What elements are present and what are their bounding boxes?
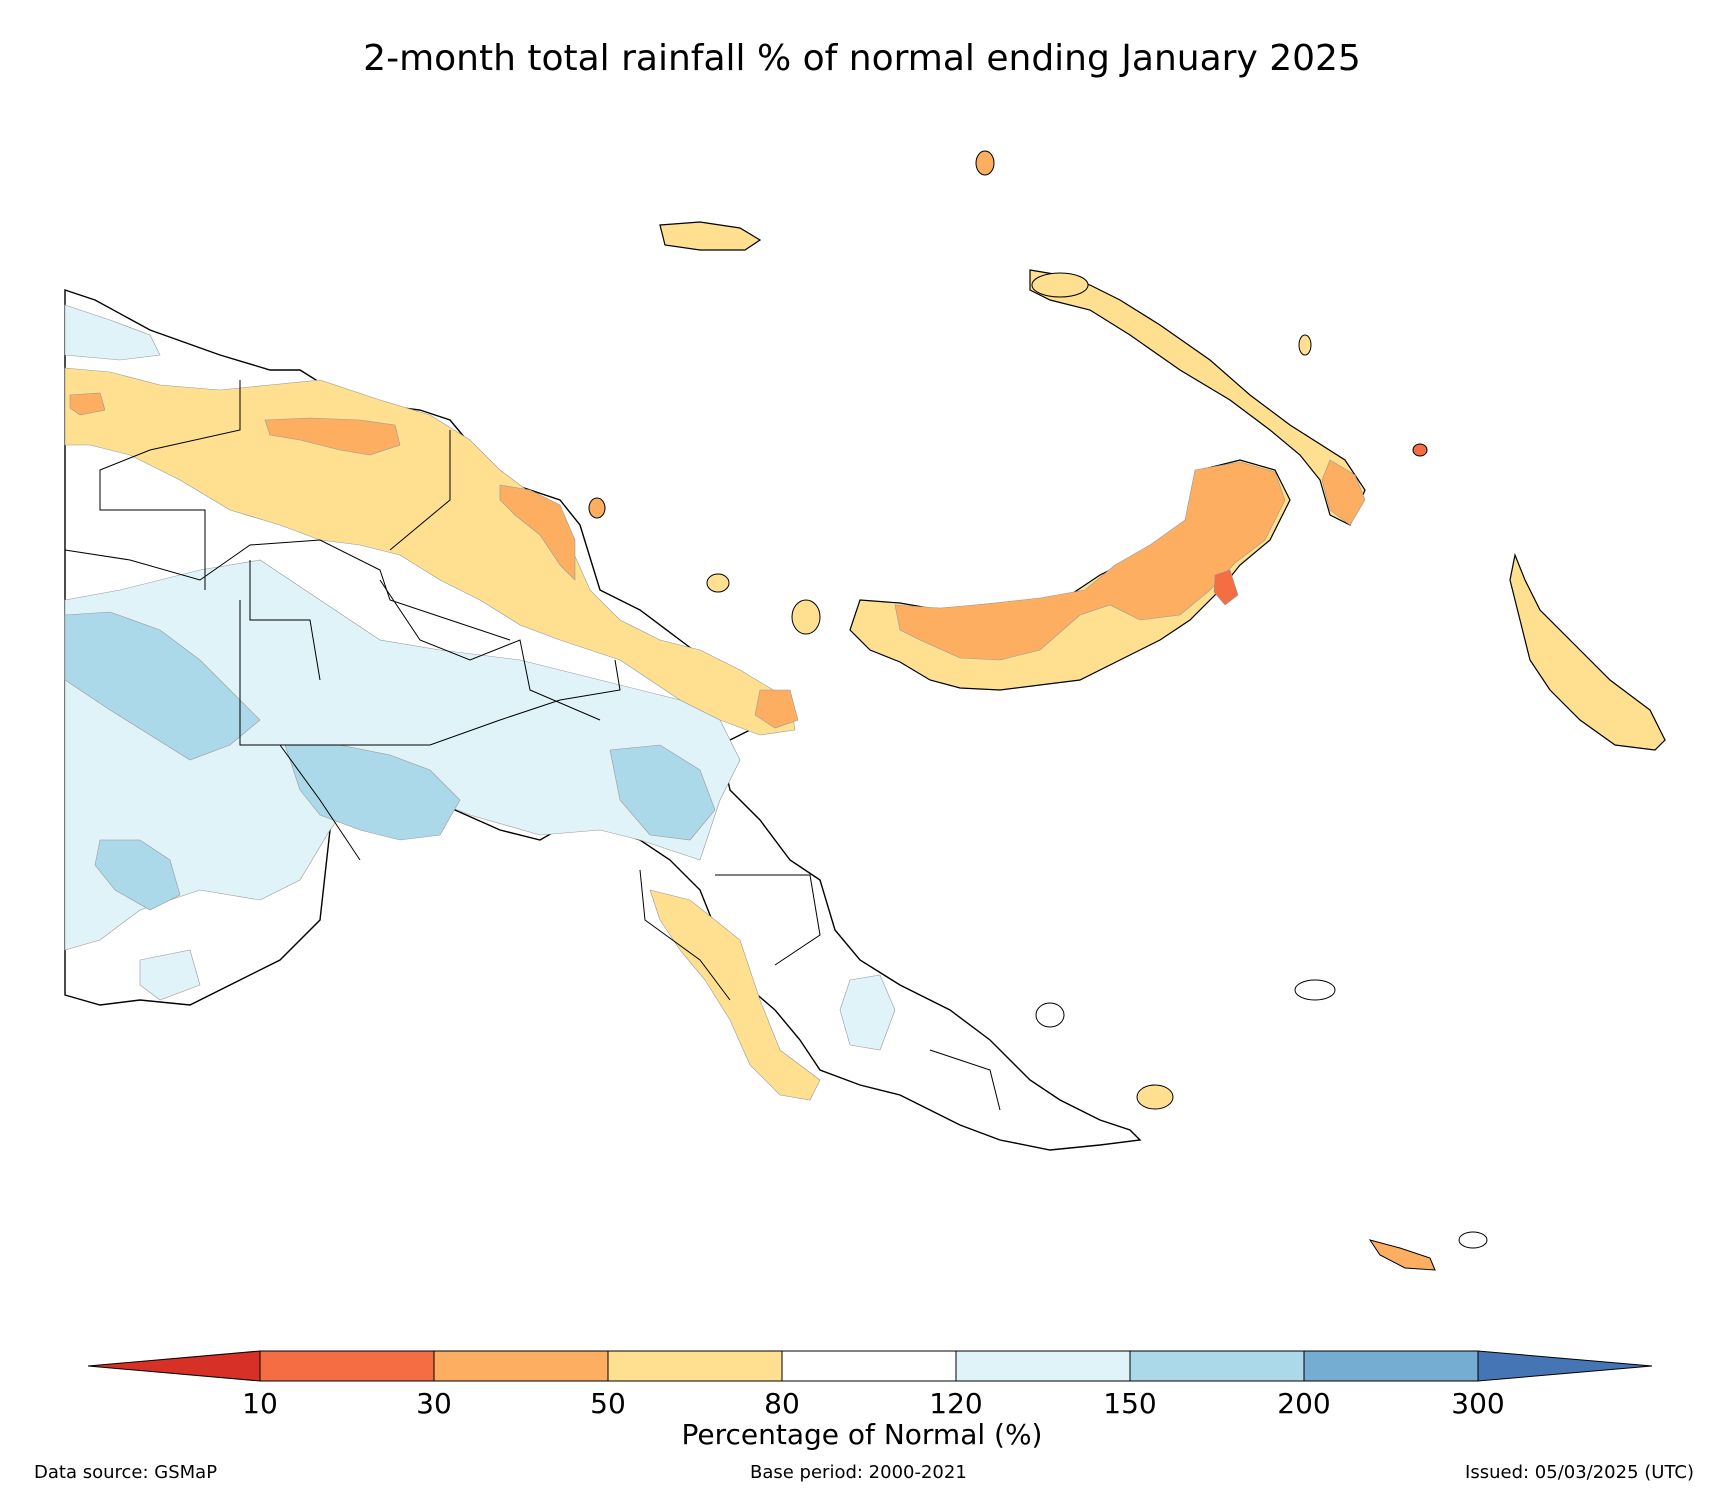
province-boundaries <box>64 380 1001 1111</box>
bougainville <box>1509 552 1666 751</box>
colorbar-bin-120_150 <box>955 1350 1131 1382</box>
zone-30-50-far-west <box>69 392 106 416</box>
rainfall-map <box>64 150 1666 1271</box>
zone-50-80-north <box>64 367 796 736</box>
colorbar-tick: 80 <box>764 1387 800 1420</box>
colorbar-bin-10_30 <box>259 1350 435 1382</box>
new-britain-10-30 <box>1213 569 1239 606</box>
colorbar-tick: 150 <box>1103 1387 1157 1420</box>
colorbar-label: Percentage of Normal (%) <box>681 1418 1043 1451</box>
base-period: Base period: 2000-2021 <box>750 1462 967 1483</box>
colorbar-tick: 30 <box>416 1387 452 1420</box>
colorbar-tick: 300 <box>1451 1387 1505 1420</box>
mussau-island <box>975 150 995 176</box>
zone-30-50-coast <box>499 484 576 581</box>
zone-150-200-west <box>64 611 261 761</box>
zone-30-50-north-inland <box>264 417 401 456</box>
umboi-island <box>791 599 821 635</box>
zone-120-150-southeast <box>839 974 896 1051</box>
colorbar-bin-200_300 <box>1303 1350 1479 1382</box>
colorbar-bin-80_120 <box>781 1350 957 1382</box>
colorbar-tick: 200 <box>1277 1387 1331 1420</box>
manus-island <box>659 221 762 251</box>
zone-150-200-central <box>609 744 716 841</box>
zone-120-150-south-west <box>139 949 201 1001</box>
map-title: 2-month total rainfall % of normal endin… <box>363 38 1361 79</box>
long-island <box>706 573 730 593</box>
rossel-sudest-islands <box>1368 1239 1436 1271</box>
woodlark-island <box>1458 1231 1488 1249</box>
new-hanover <box>1031 272 1089 298</box>
zone-120-150-west <box>64 559 741 951</box>
normanby-island <box>1136 1084 1174 1110</box>
colorbar-bin-50_80 <box>607 1350 783 1382</box>
zone-30-50-east-cape <box>754 689 799 729</box>
trobriand-islands <box>1294 979 1336 1001</box>
colorbar-tick: 10 <box>242 1387 278 1420</box>
colorbar-tick: 50 <box>590 1387 626 1420</box>
new-ireland-30-50 <box>1321 459 1366 526</box>
zone-150-200-fly-river <box>284 744 461 841</box>
fergusson-island <box>1035 1002 1065 1028</box>
colorbar-extend-high <box>1477 1350 1653 1382</box>
karkar-island <box>588 497 606 519</box>
zone-150-200-southwest <box>94 839 181 911</box>
lihir-island <box>1412 443 1428 457</box>
data-source: Data source: GSMaP <box>34 1462 218 1483</box>
zone-120-150-north-west <box>64 304 161 361</box>
new-britain-30-50 <box>894 461 1286 661</box>
colorbar-extend-low <box>87 1350 261 1382</box>
zone-50-80-southeast-peninsula <box>649 889 821 1101</box>
colorbar-tick: 120 <box>929 1387 983 1420</box>
tabar-island <box>1298 334 1312 356</box>
issued-date: Issued: 05/03/2025 (UTC) <box>1465 1462 1694 1483</box>
colorbar-bin-30_50 <box>433 1350 609 1382</box>
colorbar-bin-150_200 <box>1129 1350 1305 1382</box>
